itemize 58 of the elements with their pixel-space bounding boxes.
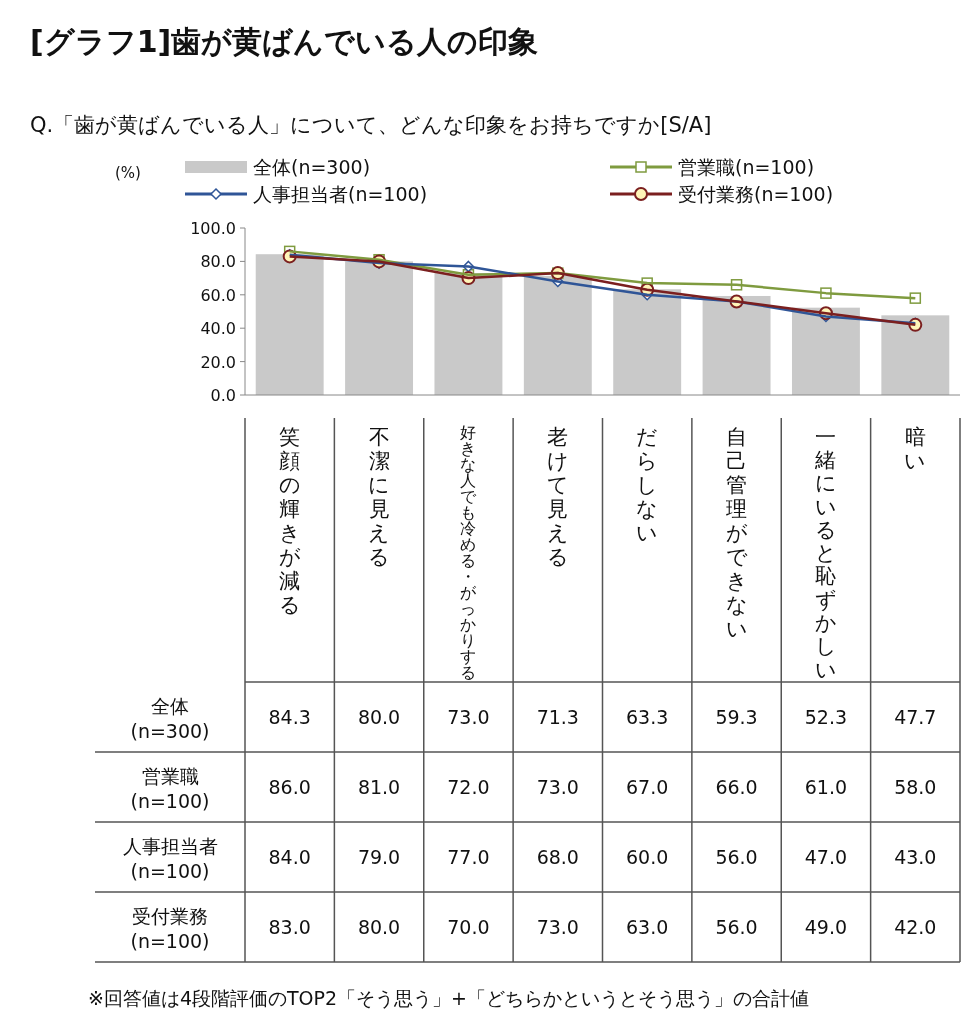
text: 人事担当者(n=100) [122, 835, 218, 882]
data-label: 67.0 [626, 776, 669, 798]
data-label: 80.0 [357, 706, 401, 728]
data-label: 47.7 [894, 706, 937, 728]
x-tick-label: 笑顔の輝きが減る [278, 425, 301, 618]
x-tick-label: だらしない [636, 425, 659, 546]
data-label: 63.3 [626, 706, 669, 728]
data-label: 60.0 [626, 846, 669, 868]
data-label: 70.0 [447, 916, 490, 938]
x-tick-label: 老けて見える [546, 425, 569, 570]
y-tick-label: 0.0 [210, 386, 236, 405]
data-label: 80.0 [357, 916, 401, 938]
data-label: 73.0 [447, 706, 490, 728]
legend-label: 全体(n=300) [253, 156, 371, 178]
text: 受付業務(n=100) [130, 905, 210, 952]
text: 全体(n=300) [130, 695, 210, 742]
chart-subtitle: Q.「歯が黄ばんでいる人」について、どんな印象をお持ちですか[S/A] [30, 113, 712, 137]
data-label: 81.0 [357, 776, 401, 798]
data-label: 79.0 [357, 846, 401, 868]
data-label: 49.0 [804, 916, 848, 938]
x-tick-label: 暗い [904, 425, 927, 474]
data-label: 73.0 [536, 916, 579, 938]
data-label: 84.0 [268, 846, 311, 868]
chart-title: [グラフ1]歯が黄ばんでいる人の印象 [30, 24, 539, 59]
y-tick-label: 100.0 [190, 219, 236, 238]
category-label: 好きな人でも冷める・がっかりする [460, 422, 477, 682]
x-tick-label: 不潔に見える [368, 425, 391, 570]
y-axis-title: (%) [115, 164, 141, 182]
data-label: 47.0 [804, 846, 848, 868]
data-label: 68.0 [536, 846, 579, 868]
legend-label: 受付業務(n=100) [678, 183, 834, 205]
y-tick-label: 60.0 [200, 285, 236, 305]
data-label: 77.0 [447, 846, 490, 868]
category-label: 一緒にいると恥ずかしい [814, 424, 837, 682]
data-label: 56.0 [715, 846, 758, 868]
data-label: 43.0 [894, 846, 937, 868]
data-label: 56.0 [715, 916, 758, 938]
data-label: 73.0 [536, 776, 579, 798]
data-label: 58.0 [894, 776, 937, 798]
y-tick-label: 80.0 [200, 252, 236, 272]
text: ※回答値は4段階評価のTOP2「そう思う」+「どちらかというとそう思う」の合計値 [88, 987, 810, 1009]
data-label: 66.0 [715, 776, 758, 798]
data-label: 59.3 [715, 706, 758, 728]
data-label: 52.3 [804, 706, 848, 728]
data-label: 63.0 [626, 916, 669, 938]
data-label: 71.3 [536, 706, 579, 728]
category-label: 自己管理ができない [725, 425, 748, 642]
legend-label: 人事担当者(n=100) [253, 183, 428, 205]
data-label: 83.0 [268, 916, 311, 938]
y-tick-label: 40.0 [200, 319, 236, 339]
text: 営業職(n=100) [130, 765, 210, 812]
y-tick-label: 20.0 [200, 352, 236, 372]
legend-label: 営業職(n=100) [678, 156, 815, 178]
data-label: 72.0 [447, 776, 490, 798]
data-label: 42.0 [894, 916, 937, 938]
data-label: 84.3 [268, 706, 311, 728]
data-label: 86.0 [268, 776, 311, 798]
data-label: 61.0 [804, 776, 848, 798]
